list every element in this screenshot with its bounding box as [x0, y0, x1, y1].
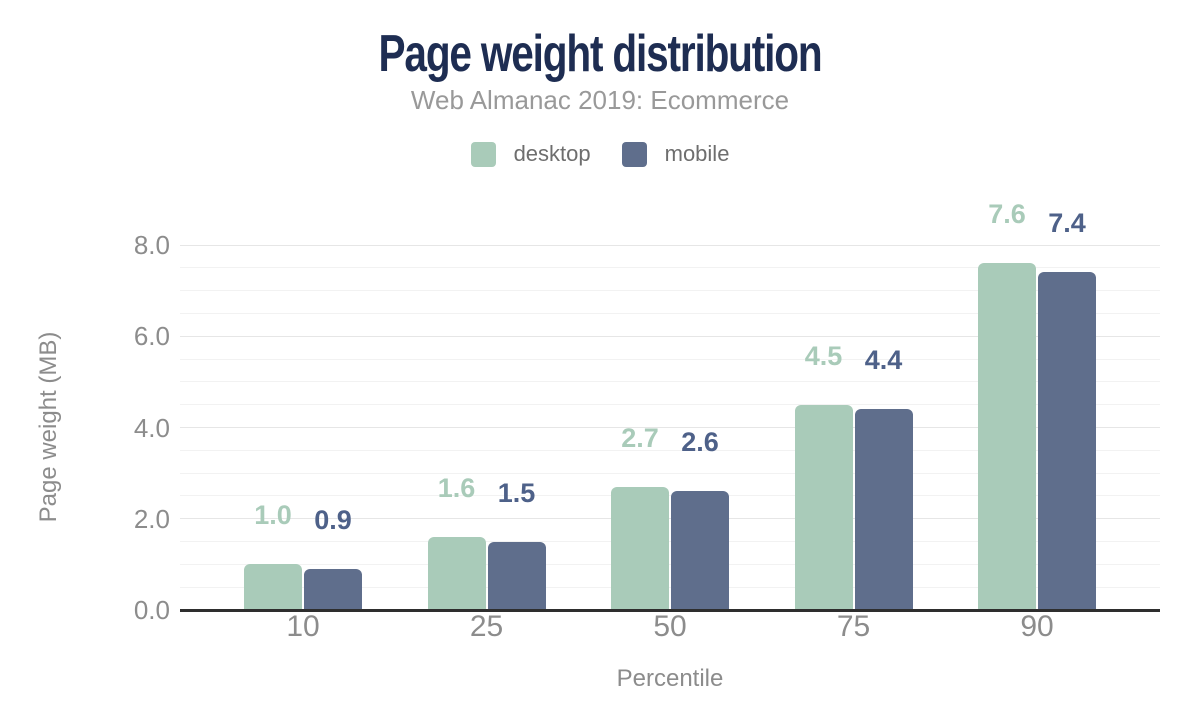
- grid-line-minor: [180, 472, 1160, 474]
- grid-line-minor: [180, 312, 1160, 314]
- grid-line-minor: [180, 495, 1160, 497]
- x-tick-label-10: 10: [286, 610, 320, 643]
- x-tick-label-90: 90: [1020, 610, 1054, 643]
- y-tick-label: 8.0: [133, 230, 170, 260]
- legend-item-desktop[interactable]: desktop: [470, 141, 591, 167]
- grid-line-major: [180, 244, 1160, 246]
- x-tick-label-25: 25: [469, 610, 504, 643]
- chart-subtitle: Web Almanac 2019: Ecommerce: [410, 85, 790, 115]
- grid-line-minor: [180, 381, 1160, 383]
- bar-desktop-p10[interactable]: [244, 564, 302, 610]
- chart-title: Page weight distribution: [378, 25, 823, 83]
- grid-line-minor: [180, 404, 1160, 406]
- legend: desktop mobile: [0, 141, 1200, 167]
- bar-desktop-p25[interactable]: [427, 537, 486, 610]
- value-label-mobile-p25: 1.5: [497, 477, 536, 508]
- bar-mobile-p25[interactable]: [487, 541, 546, 610]
- x-tick-label-75: 75: [836, 610, 871, 643]
- legend-swatch-mobile: [621, 141, 647, 167]
- x-tick-label-50: 50: [653, 610, 687, 643]
- grid-line-minor: [180, 290, 1160, 292]
- bar-desktop-p50[interactable]: [611, 486, 669, 610]
- y-tick-label: 6.0: [133, 321, 170, 352]
- value-label-desktop-p25: 1.6: [437, 473, 476, 503]
- value-label-mobile-p90: 7.4: [1048, 208, 1086, 239]
- value-label-mobile-p50: 2.6: [681, 427, 719, 458]
- legend-label-mobile: mobile: [664, 141, 730, 166]
- bar-desktop-p75[interactable]: [794, 404, 853, 610]
- y-tick-label: 4.0: [133, 412, 170, 443]
- y-axis-title: Page weight (MB): [35, 331, 62, 523]
- grid-line-minor: [180, 586, 1160, 588]
- grid-line-minor: [180, 358, 1160, 360]
- grid-line-major: [180, 427, 1160, 428]
- value-label-mobile-p10: 0.9: [314, 504, 352, 535]
- value-label-desktop-p50: 2.7: [621, 422, 659, 453]
- legend-label-desktop: desktop: [513, 141, 591, 166]
- value-label-desktop-p10: 1.0: [254, 500, 292, 531]
- bar-mobile-p75[interactable]: [854, 409, 913, 610]
- grid-line-minor: [180, 541, 1160, 543]
- grid-line-major: [180, 518, 1160, 520]
- bar-mobile-p10[interactable]: [304, 568, 362, 610]
- y-tick-label: 2.0: [133, 503, 170, 534]
- grid-line-minor: [180, 563, 1160, 565]
- value-label-desktop-p90: 7.6: [988, 199, 1026, 230]
- y-tick-label: 0.0: [133, 595, 170, 625]
- bar-mobile-p90[interactable]: [1038, 272, 1096, 610]
- grid-line-major: [180, 335, 1160, 337]
- value-label-mobile-p75: 4.4: [864, 345, 903, 376]
- bar-mobile-p50[interactable]: [671, 491, 729, 610]
- x-axis-title: Percentile: [616, 665, 724, 692]
- x-axis-line: [180, 609, 1160, 612]
- grid-line-minor: [180, 267, 1160, 269]
- value-label-desktop-p75: 4.5: [804, 340, 843, 371]
- legend-swatch-desktop: [470, 141, 496, 167]
- bar-desktop-p90[interactable]: [978, 263, 1036, 610]
- legend-item-mobile[interactable]: mobile: [621, 141, 730, 167]
- grid-line-minor: [180, 449, 1160, 451]
